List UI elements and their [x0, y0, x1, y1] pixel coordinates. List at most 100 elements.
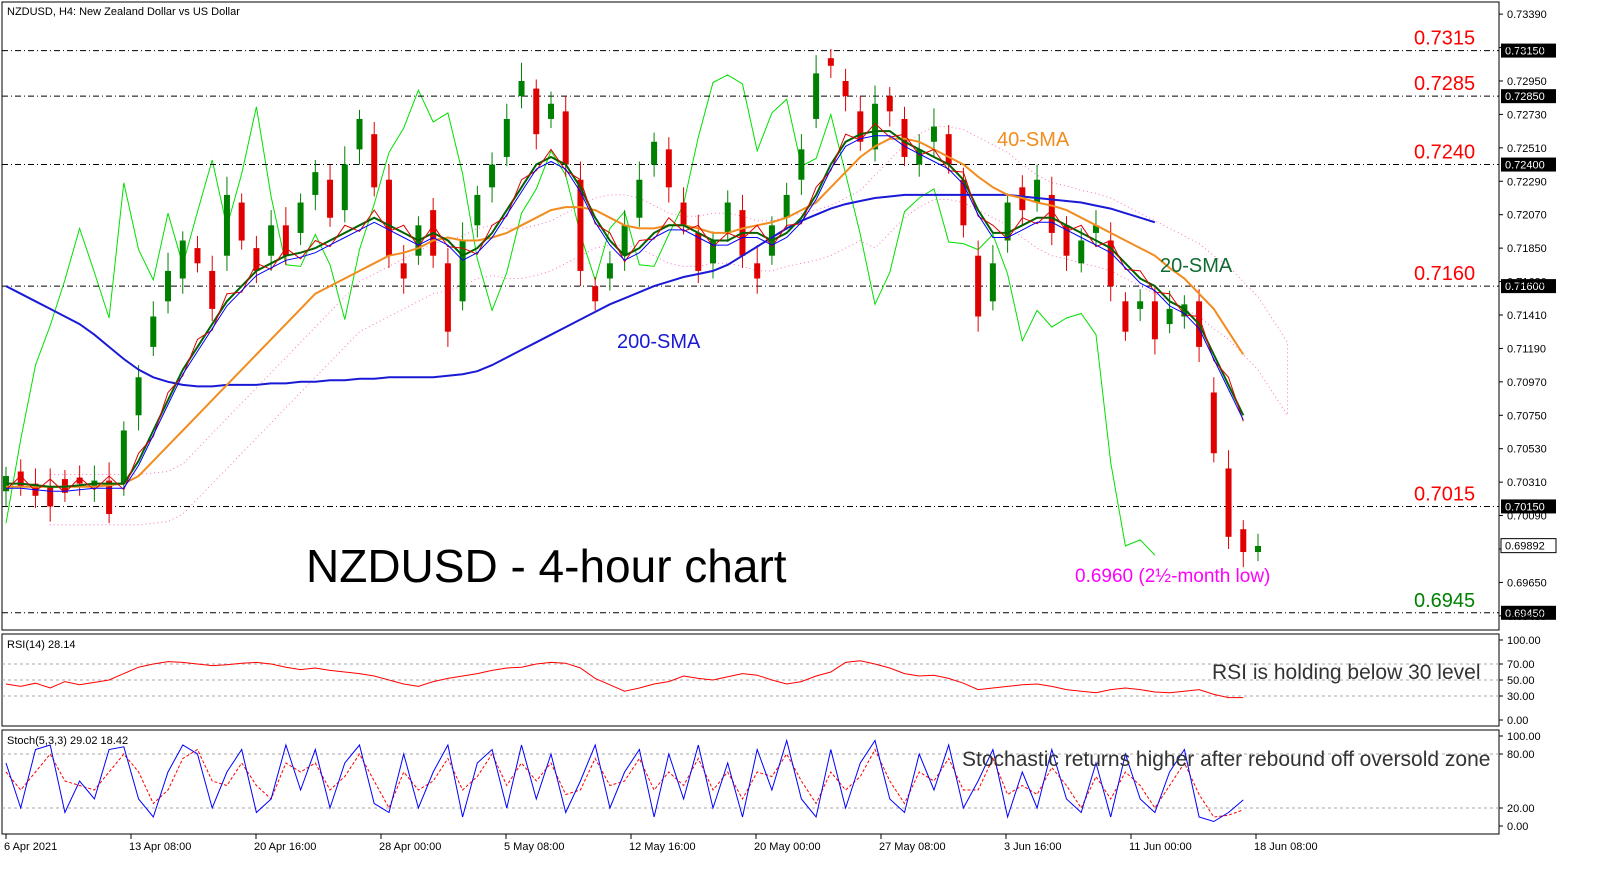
candle-body	[592, 286, 599, 302]
candle-body	[1151, 301, 1158, 340]
candle-body	[813, 73, 820, 119]
level-axis-tag-label: 0.71600	[1505, 281, 1545, 293]
candle-body	[827, 58, 834, 66]
symbol-header: NZDUSD, H4: New Zealand Dollar vs US Dol…	[7, 6, 240, 18]
sma40-line	[6, 137, 1245, 488]
candle-body	[312, 172, 319, 195]
candle-body	[945, 134, 952, 165]
candle-body	[165, 270, 172, 302]
candle-body	[930, 126, 937, 142]
level-label: 0.7240	[1414, 142, 1475, 164]
current-price-tag-label: 0.69892	[1505, 541, 1545, 553]
price-axis-label: 0.69430	[1507, 611, 1547, 623]
level-label: 0.6945	[1414, 590, 1475, 612]
candle-body	[179, 240, 186, 279]
candle-body	[1255, 545, 1261, 553]
level-axis-tag	[1501, 43, 1556, 58]
candle-body	[798, 149, 805, 180]
stoch-main-line	[5, 738, 1244, 823]
time-axis-label: 5 May 08:00	[504, 841, 565, 853]
sma20-annotation: 20-SMA	[1160, 255, 1233, 277]
rsi-title: RSI(14) 28.14	[7, 639, 75, 651]
candle-body	[17, 471, 24, 487]
stoch-axis-label: 20.00	[1507, 803, 1535, 815]
time-axis-label: 13 Apr 08:00	[129, 841, 191, 853]
time-axis-label: 20 Apr 16:00	[254, 841, 316, 853]
price-axis-label: 0.72070	[1507, 210, 1547, 222]
time-axis-label: 12 May 16:00	[629, 841, 696, 853]
price-axis-label: 0.72290	[1507, 176, 1547, 188]
price-axis-label: 0.71410	[1507, 310, 1547, 322]
candle-body	[1181, 304, 1188, 317]
rsi-axis-label: 100.00	[1507, 635, 1541, 647]
candle-body	[135, 377, 142, 416]
level-axis-tag-label: 0.73150	[1505, 46, 1545, 58]
candle-body	[1137, 301, 1144, 309]
rsi-axis-label: 70.00	[1507, 659, 1535, 671]
candle-body	[47, 486, 54, 507]
candle-body	[651, 141, 658, 165]
candle-body	[1240, 529, 1247, 553]
main-panel-frame	[1, 1, 1500, 631]
candle-body	[606, 263, 613, 279]
level-label: 0.7015	[1414, 483, 1475, 505]
candle-body	[282, 225, 289, 256]
candle-body	[754, 263, 761, 279]
candle-body	[371, 134, 378, 188]
level-axis-tag-label: 0.72850	[1505, 91, 1545, 103]
candle-body	[1107, 240, 1114, 287]
price-axis-label: 0.72950	[1507, 76, 1547, 88]
candle-body	[444, 263, 451, 332]
candle-body	[356, 118, 363, 150]
candle-body	[503, 118, 510, 157]
candle-body	[989, 263, 996, 302]
candle-body	[1078, 240, 1085, 264]
price-axis-label: 0.71630	[1507, 277, 1547, 289]
rsi-chart-layer: 100.00 70.00 50.00 30.00 0.00	[2, 635, 1541, 727]
sma200-annotation: 200-SMA	[617, 331, 701, 353]
candle-body	[1210, 392, 1217, 454]
candle-body	[1004, 202, 1011, 241]
candle-body	[194, 248, 201, 264]
rsi-axis-label: 50.00	[1507, 675, 1535, 687]
price-axis-label: 0.71190	[1507, 343, 1546, 355]
price-axis-label: 0.70530	[1507, 444, 1547, 456]
level-axis-tag	[1501, 89, 1556, 104]
main-chart-layer: 0.7315 0.73150 0.7285 0.72850 0.7240 0.72400 0…	[2, 9, 1557, 853]
ichimoku-cloud	[49, 126, 1288, 526]
time-axis-label: 20 May 00:00	[754, 841, 821, 853]
candle-body	[76, 477, 83, 484]
candle-body	[474, 194, 481, 226]
price-axis-label: 0.73170	[1507, 43, 1547, 55]
sma20-line	[6, 130, 1245, 488]
candle-body	[341, 164, 348, 211]
stoch-signal-line	[5, 748, 1244, 818]
candle-body	[1063, 225, 1070, 256]
level-axis-tag	[1501, 605, 1556, 620]
candle-body	[695, 232, 702, 271]
candle-body	[150, 316, 157, 347]
candle-body	[842, 80, 849, 97]
stoch-title: Stoch(5,3,3) 29.02 18.42	[7, 735, 128, 747]
price-axis-label: 0.70310	[1507, 477, 1547, 489]
candle-body	[518, 80, 525, 97]
candle-body	[886, 96, 893, 112]
time-axis-label: 27 May 08:00	[879, 841, 946, 853]
candle-body	[665, 149, 672, 188]
time-axis-label: 18 Jun 08:00	[1254, 841, 1318, 853]
stoch-axis-label: 80.00	[1507, 749, 1535, 761]
stoch-annotation: Stochastic returns higher after rebound …	[962, 748, 1490, 771]
sma200-line	[5, 193, 1156, 388]
level-label: 0.7315	[1414, 28, 1475, 50]
rsi-line	[5, 660, 1244, 699]
price-axis-label: 0.70750	[1507, 410, 1547, 422]
candle-body	[1166, 308, 1173, 325]
candle-body	[400, 263, 407, 279]
candle-body	[562, 111, 569, 165]
price-axis-label: 0.72510	[1507, 143, 1547, 155]
price-axis-label: 0.73390	[1507, 9, 1547, 21]
price-axis-label: 0.72730	[1507, 109, 1547, 121]
current-price-tag	[1500, 538, 1557, 554]
sma40-annotation: 40-SMA	[997, 129, 1070, 151]
